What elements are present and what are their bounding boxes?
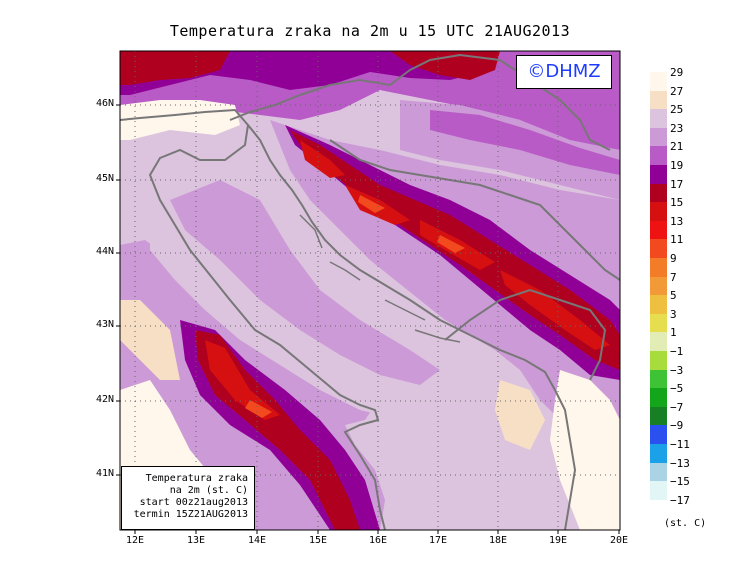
south-warm2: [495, 380, 545, 450]
lat-label-43n: 43N: [95, 319, 114, 330]
legend-label: 11: [670, 233, 684, 247]
coastline: [120, 53, 620, 530]
lon-label-19e: 19E: [548, 535, 568, 546]
graticule: [120, 51, 620, 530]
legend-swatch: [650, 388, 667, 407]
legend-label: 25: [670, 103, 684, 117]
info-line-4: termin 15Z21AUG2013: [133, 509, 248, 520]
dhmz-logo: ©DHMZ: [516, 55, 612, 89]
legend-swatch: [650, 369, 667, 389]
legend-swatch: [650, 313, 667, 333]
lon-label-17e: 17E: [428, 535, 448, 546]
legend-swatch: [650, 183, 667, 203]
legend-label: 15: [670, 196, 684, 210]
south-warm: [550, 370, 620, 530]
lon-label-18e: 18E: [488, 535, 508, 546]
legend-label: −15: [670, 475, 690, 489]
lat-label-41n: 41N: [95, 468, 114, 479]
legend-label: −3: [670, 363, 684, 377]
legend-label: 3: [670, 307, 677, 321]
map-frame: [119, 50, 621, 531]
legend-label: 7: [670, 270, 677, 284]
lon-label-13e: 13E: [186, 535, 206, 546]
legend-swatch: [650, 351, 667, 370]
legend-swatch: [650, 444, 667, 463]
legend-swatch: [650, 220, 667, 240]
legend-swatch: [650, 295, 667, 314]
map-field: [120, 51, 620, 530]
legend-label: −13: [670, 456, 690, 470]
info-box: Temperatura zraka na 2m (st. C) start 00…: [121, 466, 255, 530]
po-valley: [120, 100, 240, 140]
lon-label-12e: 12E: [125, 535, 145, 546]
legend-swatch: [650, 109, 667, 128]
legend-swatch: [650, 202, 667, 221]
legend-swatch: [650, 425, 667, 444]
legend-label: 29: [670, 66, 684, 79]
legend-swatch: [650, 462, 667, 482]
legend-label: 27: [670, 84, 684, 98]
legend-swatch: [650, 165, 667, 184]
legend-label: −1: [670, 345, 684, 358]
legend-label: −11: [670, 438, 690, 451]
axis-ticks: [116, 104, 620, 534]
legend-swatch: [650, 127, 667, 147]
info-line-1: Temperatura zraka: [145, 473, 248, 484]
legend-label: 13: [670, 214, 684, 228]
legend-swatch: [650, 258, 667, 277]
adriatic-inner: [170, 180, 440, 385]
lon-label-14e: 14E: [247, 535, 267, 546]
lon-label-15e: 15E: [308, 535, 328, 546]
legend-swatch: [650, 90, 667, 110]
info-line-3: start 00z21aug2013: [139, 497, 248, 508]
lat-label-45n: 45N: [95, 173, 114, 184]
legend-unit: (st. C): [664, 518, 707, 529]
legend-label: 19: [670, 159, 684, 172]
lat-label-46n: 46N: [95, 98, 114, 109]
pannonian-hot: [430, 110, 620, 175]
legend-label: 23: [670, 121, 684, 135]
legend-label: −9: [670, 419, 684, 433]
info-line-2: na 2m (st. C): [169, 485, 248, 496]
lon-label-16e: 16E: [368, 535, 388, 546]
legend-swatch: [650, 72, 667, 91]
legend-label: 21: [670, 140, 684, 154]
legend-label: 1: [670, 326, 677, 340]
legend-swatch: [650, 332, 667, 351]
legend-label: 17: [670, 177, 684, 191]
lon-label-20e: 20E: [609, 535, 629, 546]
italy-warm2: [120, 300, 180, 380]
lat-label-42n: 42N: [95, 394, 114, 405]
map-title: Temperatura zraka na 2m u 15 UTC 21AUG20…: [169, 22, 571, 40]
legend-label: −5: [670, 382, 684, 396]
legend-swatch: [650, 481, 667, 500]
legend-label: −7: [670, 400, 684, 414]
islands: [299, 214, 461, 343]
legend-label: −17: [670, 493, 690, 507]
lat-label-44n: 44N: [95, 246, 114, 257]
legend-swatch: [650, 239, 667, 258]
apennine-peak: [205, 340, 280, 420]
legend-swatch: [650, 276, 667, 296]
legend-swatch: [650, 406, 667, 426]
legend-swatch: [650, 146, 667, 165]
alps-east: [390, 51, 500, 80]
alps-core: [120, 51, 230, 85]
legend-label: 9: [670, 252, 677, 265]
legend-label: 5: [670, 289, 677, 303]
